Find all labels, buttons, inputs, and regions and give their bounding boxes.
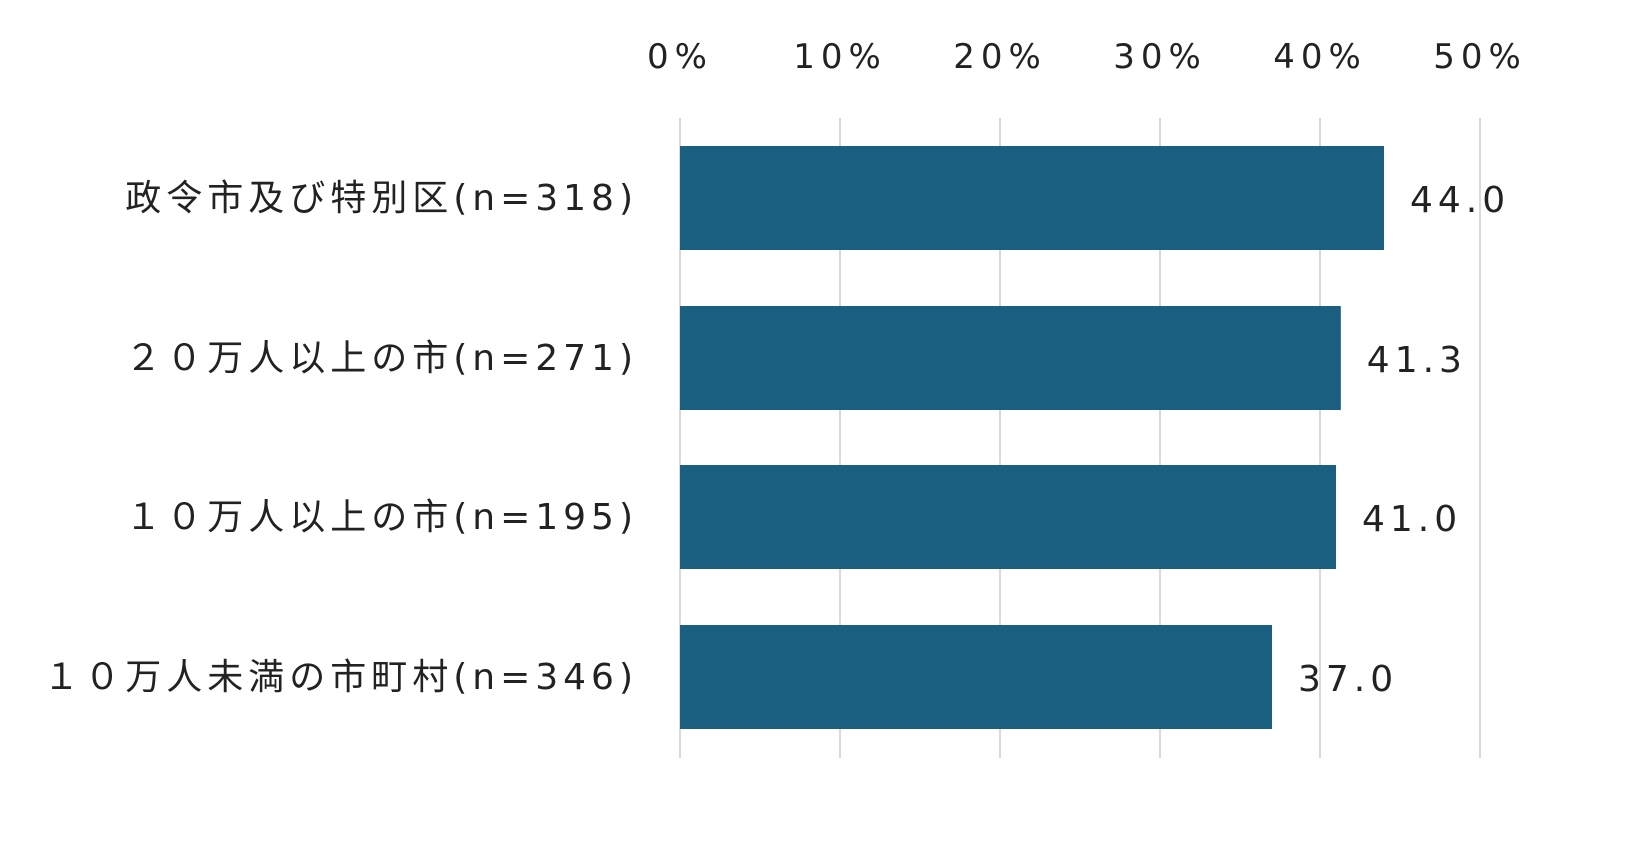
data-label: 41.3	[1367, 340, 1467, 381]
x-tick-label: 0%	[647, 37, 713, 77]
x-tick-label: 10%	[793, 37, 887, 77]
value-labels: 44.0 41.3 41.0 37.0	[1298, 180, 1510, 700]
x-tick-labels: 0% 10% 20% 30% 40% 50%	[647, 37, 1527, 77]
bar	[680, 306, 1341, 410]
bars	[680, 146, 1384, 729]
category-label: 政令市及び特別区(n=318)	[125, 178, 638, 219]
bar	[680, 465, 1336, 569]
bar	[680, 146, 1384, 250]
x-tick-label: 40%	[1273, 37, 1367, 77]
bar	[680, 625, 1272, 729]
data-label: 41.0	[1362, 499, 1462, 540]
category-label: ２０万人以上の市(n=271)	[125, 338, 638, 379]
category-label: １０万人未満の市町村(n=346)	[43, 657, 638, 698]
x-tick-label: 30%	[1113, 37, 1207, 77]
data-label: 44.0	[1410, 180, 1510, 221]
x-tick-label: 20%	[953, 37, 1047, 77]
data-label: 37.0	[1298, 659, 1398, 700]
category-labels: 政令市及び特別区(n=318) ２０万人以上の市(n=271) １０万人以上の市(n…	[43, 178, 638, 698]
category-label: １０万人以上の市(n=195)	[125, 497, 638, 538]
x-tick-label: 50%	[1433, 37, 1527, 77]
